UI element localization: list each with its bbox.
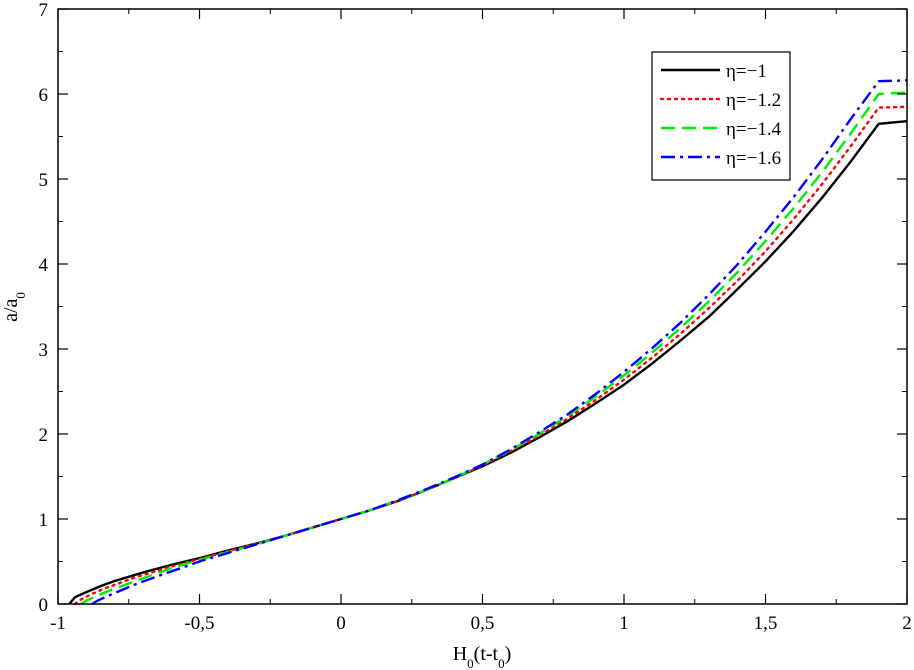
y-tick-label: 7 [39, 0, 49, 21]
x-tick-label: 1,5 [754, 613, 778, 634]
legend-label-4: η=−1.6 [726, 148, 781, 169]
y-tick-label: 2 [39, 425, 49, 446]
series-line-3 [79, 91, 908, 606]
y-tick-label: 6 [39, 85, 49, 106]
legend-items: η=−1 η=−1.2 η=−1.4 η=−1.6 [659, 61, 782, 169]
x-tick-label: 1 [619, 613, 629, 634]
y-axis-label: a/a0 [0, 292, 28, 322]
legend-label-1: η=−1 [726, 61, 767, 82]
legend-label-3: η=−1.4 [726, 119, 782, 140]
x-axis-label: H0(t-t0) [453, 643, 512, 670]
x-tick-label: 0,5 [471, 613, 495, 634]
y-tick-label: 5 [39, 170, 49, 191]
series-line-4 [91, 79, 908, 606]
legend-label-2: η=−1.2 [726, 90, 781, 111]
tick-labels-layer: -1 -0,5 0 0,5 1 1,5 2 0 1 2 3 4 5 6 7 [39, 0, 912, 634]
x-tick-label: -0,5 [184, 613, 214, 634]
series-layer [68, 79, 909, 606]
y-tick-label: 0 [39, 595, 49, 616]
y-tick-label: 4 [39, 255, 49, 276]
y-tick-label: 3 [39, 340, 49, 361]
ticks-layer [57, 8, 908, 605]
x-tick-label: 2 [902, 613, 912, 634]
x-tick-label: -1 [50, 613, 66, 634]
legend-box [651, 51, 791, 181]
legend: η=−1 η=−1.2 η=−1.4 η=−1.6 [651, 51, 791, 181]
x-tick-label: 0 [336, 613, 346, 634]
y-tick-label: 1 [39, 510, 49, 531]
